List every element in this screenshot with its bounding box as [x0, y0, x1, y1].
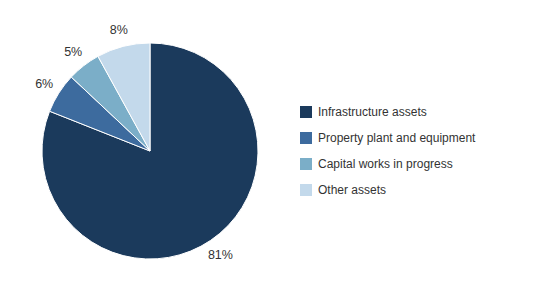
- legend-swatch: [300, 132, 312, 144]
- pie-slice: [42, 43, 258, 259]
- pie: [42, 43, 258, 259]
- legend-swatch: [300, 184, 312, 196]
- legend-swatch: [300, 106, 312, 118]
- legend-label: Property plant and equipment: [318, 131, 476, 145]
- legend-swatch: [300, 158, 312, 170]
- data-label: 6%: [35, 77, 53, 91]
- pie-slice: [98, 43, 150, 151]
- legend-label: Capital works in progress: [318, 157, 453, 171]
- legend-label: Other assets: [318, 183, 386, 197]
- chart-svg: 81% 6% 5% 8% Infrastructure assets Property p…: [0, 0, 536, 302]
- legend-label: Infrastructure assets: [318, 105, 427, 119]
- data-label: 5%: [64, 45, 82, 59]
- data-label: 81%: [208, 248, 233, 262]
- data-label: 8%: [110, 23, 128, 37]
- chart-container: 81% 6% 5% 8% Infrastructure assets Property p…: [0, 0, 536, 302]
- data-labels: 81% 6% 5% 8%: [35, 23, 233, 262]
- legend: Infrastructure assets Property plant and …: [300, 105, 476, 197]
